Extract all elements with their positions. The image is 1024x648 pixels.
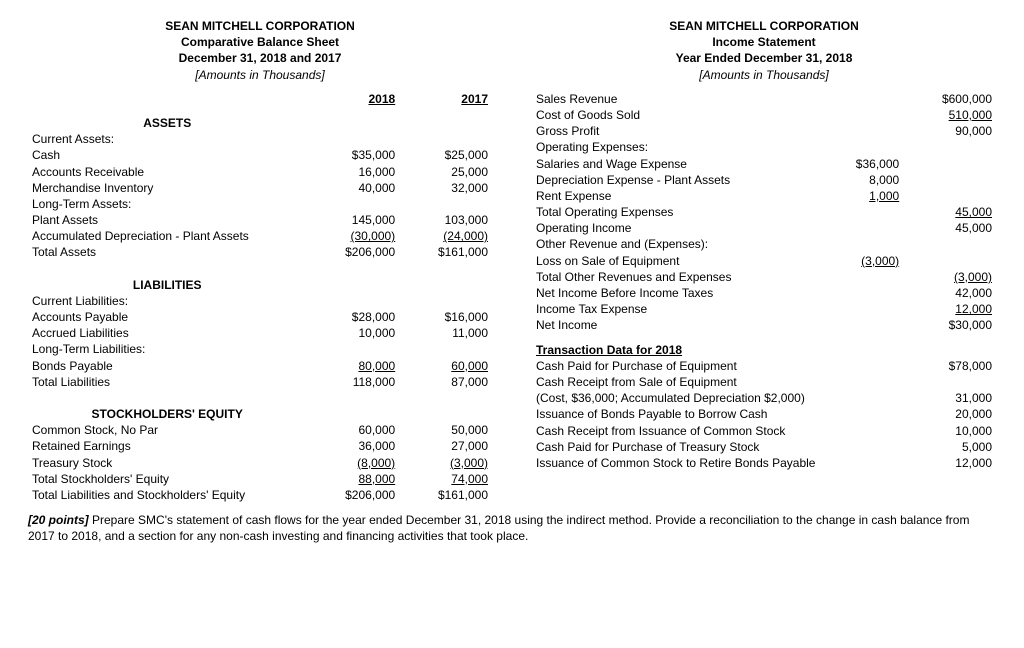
row-treasury: Treasury Stock (8,000) (3,000)	[28, 455, 492, 471]
row-inventory: Merchandise Inventory 40,000 32,000	[28, 180, 492, 196]
row-salaries: Salaries and Wage Expense $36,000	[532, 156, 996, 172]
income-statement-column: SEAN MITCHELL CORPORATION Income Stateme…	[532, 18, 996, 503]
balance-sheet-column: SEAN MITCHELL CORPORATION Comparative Ba…	[28, 18, 492, 503]
row-ap: Accounts Payable $28,000 $16,000	[28, 309, 492, 325]
row-accdep: Accumulated Depreciation - Plant Assets …	[28, 228, 492, 244]
row-loss-sale: Loss on Sale of Equipment (3,000)	[532, 253, 996, 269]
row-net-income: Net Income $30,000	[532, 317, 996, 333]
current-assets-label: Current Assets:	[28, 131, 306, 147]
income-statement-table: Sales Revenue $600,000 Cost of Goods Sol…	[532, 91, 996, 471]
row-bonds: Bonds Payable 80,000 60,000	[28, 358, 492, 374]
bs-title-company: SEAN MITCHELL CORPORATION	[28, 18, 492, 34]
two-column-layout: SEAN MITCHELL CORPORATION Comparative Ba…	[28, 18, 996, 503]
row-accrued: Accrued Liabilities 10,000 11,000	[28, 325, 492, 341]
balance-sheet-table: 2018 2017 ASSETS Current Assets: Cash $3…	[28, 91, 492, 503]
t2-line2: (Cost, $36,000; Accumulated Depreciation…	[536, 391, 805, 405]
year-header-row: 2018 2017	[28, 91, 492, 107]
bs-title-date: December 31, 2018 and 2017	[28, 50, 492, 66]
assets-heading: ASSETS	[28, 107, 306, 131]
row-t1: Cash Paid for Purchase of Equipment $78,…	[532, 358, 996, 374]
row-common-stock: Common Stock, No Par 60,000 50,000	[28, 422, 492, 438]
is-title-units: [Amounts in Thousands]	[532, 67, 996, 83]
row-t2: Cash Receipt from Sale of Equipment (Cos…	[532, 374, 996, 406]
row-cash: Cash $35,000 $25,000	[28, 147, 492, 163]
row-rent: Rent Expense 1,000	[532, 188, 996, 204]
row-t4: Cash Receipt from Issuance of Common Sto…	[532, 423, 996, 439]
liabilities-heading: LIABILITIES	[28, 269, 306, 293]
income-statement-header: SEAN MITCHELL CORPORATION Income Stateme…	[532, 18, 996, 83]
col-2017: 2017	[399, 91, 492, 107]
row-nibt: Net Income Before Income Taxes 42,000	[532, 285, 996, 301]
row-total-assets: Total Assets $206,000 $161,000	[28, 244, 492, 260]
row-sales: Sales Revenue $600,000	[532, 91, 996, 107]
row-tax: Income Tax Expense 12,000	[532, 301, 996, 317]
cash-2017: $25,000	[399, 147, 492, 163]
row-total-opex: Total Operating Expenses 45,000	[532, 204, 996, 220]
question-prompt: [20 points] Prepare SMC's statement of c…	[28, 513, 996, 544]
is-title-report: Income Statement	[532, 34, 996, 50]
row-total-liab: Total Liabilities 118,000 87,000	[28, 374, 492, 390]
row-total-equity: Total Stockholders' Equity 88,000 74,000	[28, 471, 492, 487]
balance-sheet-header: SEAN MITCHELL CORPORATION Comparative Ba…	[28, 18, 492, 83]
is-title-date: Year Ended December 31, 2018	[532, 50, 996, 66]
row-cogs: Cost of Goods Sold 510,000	[532, 107, 996, 123]
transactions-heading: Transaction Data for 2018	[532, 342, 820, 358]
cash-2018: $35,000	[306, 147, 399, 163]
row-total-other: Total Other Revenues and Expenses (3,000…	[532, 269, 996, 285]
row-total-liab-equity: Total Liabilities and Stockholders' Equi…	[28, 487, 492, 503]
page: SEAN MITCHELL CORPORATION Comparative Ba…	[0, 0, 1024, 648]
col-2018: 2018	[306, 91, 399, 107]
row-plant: Plant Assets 145,000 103,000	[28, 212, 492, 228]
row-retained: Retained Earnings 36,000 27,000	[28, 438, 492, 454]
lta-label: Long-Term Assets:	[28, 196, 306, 212]
bs-title-report: Comparative Balance Sheet	[28, 34, 492, 50]
points-label: [20 points]	[28, 513, 89, 527]
equity-heading: STOCKHOLDERS' EQUITY	[28, 398, 306, 422]
question-text: Prepare SMC's statement of cash flows fo…	[28, 513, 969, 543]
row-gross-profit: Gross Profit 90,000	[532, 123, 996, 139]
row-t3: Issuance of Bonds Payable to Borrow Cash…	[532, 406, 996, 422]
row-t5: Cash Paid for Purchase of Treasury Stock…	[532, 439, 996, 455]
cash-label: Cash	[28, 147, 306, 163]
t2-line1: Cash Receipt from Sale of Equipment	[536, 375, 737, 389]
bs-title-units: [Amounts in Thousands]	[28, 67, 492, 83]
row-op-income: Operating Income 45,000	[532, 220, 996, 236]
row-t6: Issuance of Common Stock to Retire Bonds…	[532, 455, 996, 471]
row-depx: Depreciation Expense - Plant Assets 8,00…	[532, 172, 996, 188]
is-title-company: SEAN MITCHELL CORPORATION	[532, 18, 996, 34]
row-ar: Accounts Receivable 16,000 25,000	[28, 164, 492, 180]
